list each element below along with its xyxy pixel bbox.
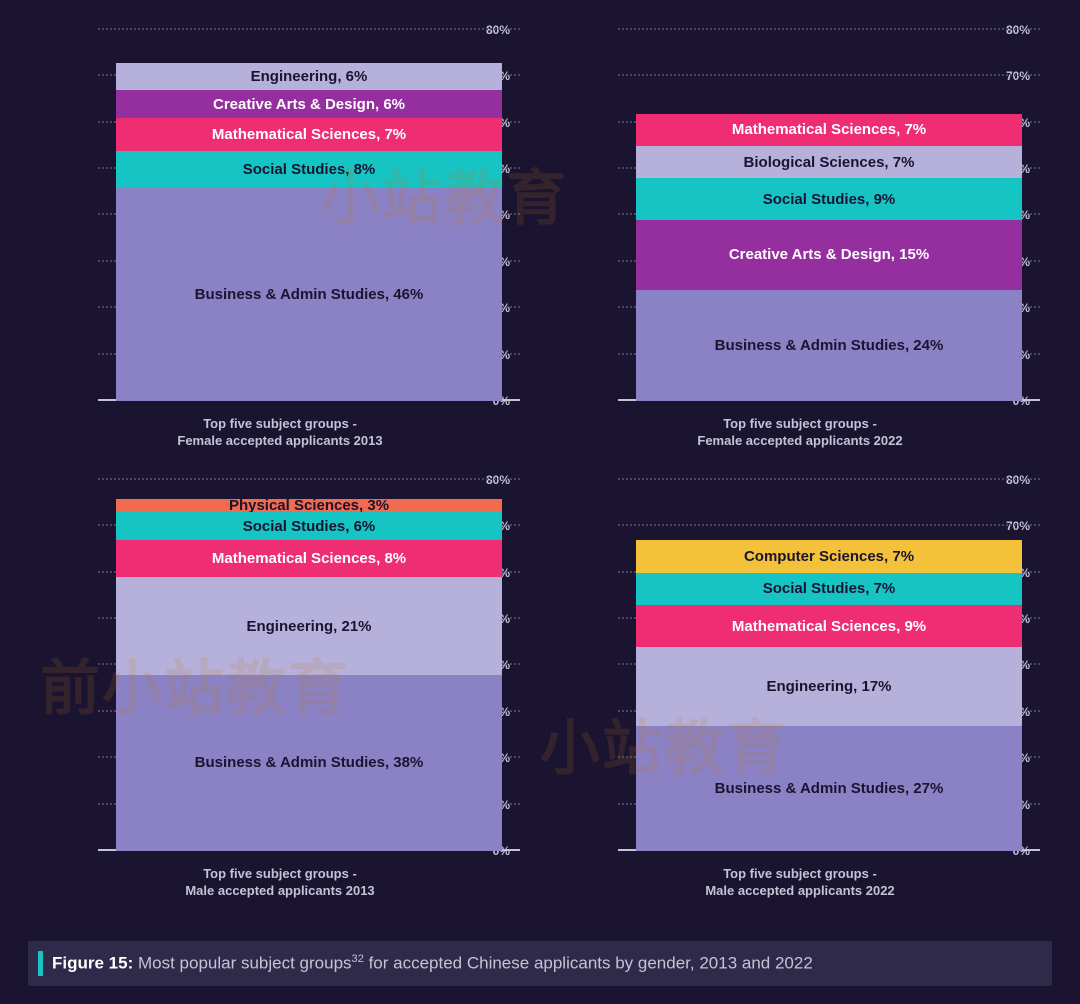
chart-panel-female-2022: % of all accepted applicants0%10%20%30%4…	[560, 30, 1040, 450]
chart-panel-male-2022: % of all accepted applicants0%10%20%30%4…	[560, 480, 1040, 900]
bar-segment: Creative Arts & Design, 6%	[116, 90, 502, 118]
bar-segment: Mathematical Sciences, 7%	[116, 118, 502, 150]
gridline	[98, 28, 520, 30]
bar-segment: Social Studies, 9%	[636, 178, 1022, 220]
gridline	[618, 478, 1040, 480]
chart-panel-female-2013: % of all accepted applicants0%10%20%30%4…	[40, 30, 520, 450]
stacked-bar: Business & Admin Studies, 46%Social Stud…	[116, 62, 502, 400]
bar-segment: Social Studies, 6%	[116, 512, 502, 540]
figure-caption: Figure 15: Most popular subject groups32…	[28, 941, 1052, 986]
caption-prefix: Figure 15:	[52, 954, 133, 973]
chart-grid: % of all accepted applicants0%10%20%30%4…	[0, 0, 1080, 920]
bar-segment: Engineering, 21%	[116, 577, 502, 674]
bar-segment: Business & Admin Studies, 27%	[636, 726, 1022, 851]
plot-area: % of all accepted applicants0%10%20%30%4…	[98, 480, 520, 851]
plot-area: % of all accepted applicants0%10%20%30%4…	[98, 30, 520, 401]
gridline	[98, 478, 520, 480]
y-tick: 70%	[1006, 519, 1030, 533]
y-tick: 80%	[486, 23, 510, 37]
panel-subtitle: Top five subject groups -Female accepted…	[560, 415, 1040, 450]
bar-segment: Business & Admin Studies, 46%	[116, 188, 502, 401]
caption-text-a: Most popular subject groups	[133, 954, 351, 973]
stacked-bar: Business & Admin Studies, 38%Engineering…	[116, 499, 502, 851]
bar-segment: Engineering, 6%	[116, 63, 502, 91]
caption-sup: 32	[352, 953, 364, 965]
panel-subtitle: Top five subject groups -Male accepted a…	[40, 865, 520, 900]
panel-subtitle: Top five subject groups -Female accepted…	[40, 415, 520, 450]
stacked-bar: Business & Admin Studies, 27%Engineering…	[636, 540, 1022, 851]
stacked-bar: Business & Admin Studies, 24%Creative Ar…	[636, 113, 1022, 400]
bar-segment: Engineering, 17%	[636, 647, 1022, 726]
panel-subtitle: Top five subject groups -Male accepted a…	[560, 865, 1040, 900]
y-tick: 70%	[1006, 69, 1030, 83]
bar-segment: Social Studies, 8%	[116, 151, 502, 188]
bar-segment: Physical Sciences, 3%	[116, 499, 502, 513]
bar-segment: Creative Arts & Design, 15%	[636, 220, 1022, 290]
gridline	[618, 28, 1040, 30]
y-tick: 80%	[1006, 23, 1030, 37]
gridline	[618, 74, 1040, 76]
bar-segment: Computer Sciences, 7%	[636, 540, 1022, 572]
bar-segment: Mathematical Sciences, 7%	[636, 114, 1022, 146]
bar-segment: Business & Admin Studies, 38%	[116, 675, 502, 851]
caption-text-b: for accepted Chinese applicants by gende…	[364, 954, 813, 973]
plot-area: % of all accepted applicants0%10%20%30%4…	[618, 30, 1040, 401]
bar-segment: Social Studies, 7%	[636, 573, 1022, 605]
chart-panel-male-2013: % of all accepted applicants0%10%20%30%4…	[40, 480, 520, 900]
bar-segment: Business & Admin Studies, 24%	[636, 290, 1022, 401]
bar-segment: Biological Sciences, 7%	[636, 146, 1022, 178]
bar-segment: Mathematical Sciences, 9%	[636, 605, 1022, 647]
gridline	[618, 524, 1040, 526]
y-tick: 80%	[486, 473, 510, 487]
y-tick: 80%	[1006, 473, 1030, 487]
plot-area: % of all accepted applicants0%10%20%30%4…	[618, 480, 1040, 851]
bar-segment: Mathematical Sciences, 8%	[116, 540, 502, 577]
